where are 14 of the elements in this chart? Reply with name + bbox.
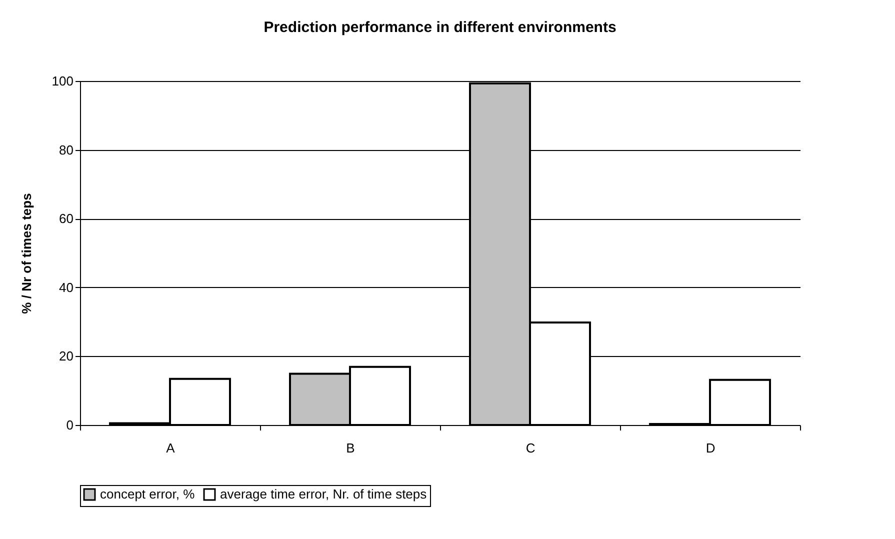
y-tick-label: 40	[59, 280, 74, 295]
y-tick-label: 0	[66, 418, 74, 432]
x-tick-label: D	[706, 440, 716, 456]
legend-label: average time error, Nr. of time steps	[220, 486, 428, 502]
y-tick-label: 80	[59, 142, 74, 158]
y-tick-label: 60	[59, 211, 74, 226]
x-tick-label: C	[526, 440, 536, 456]
legend-label: concept error, %	[100, 486, 196, 502]
x-tick-label: B	[346, 440, 355, 456]
y-tick-label: 100	[52, 74, 74, 88]
chart-title: Prediction performance in different environments	[264, 19, 616, 36]
y-tick-label: 20	[59, 348, 74, 364]
x-tick-label: A	[166, 440, 176, 456]
y-axis-title: % / Nr of times teps	[18, 193, 34, 314]
